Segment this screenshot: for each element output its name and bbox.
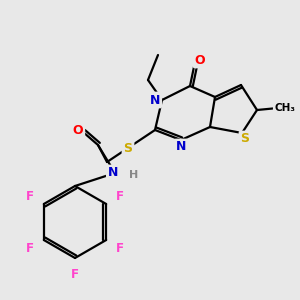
- Text: N: N: [108, 167, 118, 179]
- Text: CH₃: CH₃: [274, 103, 296, 113]
- Text: F: F: [71, 268, 79, 281]
- Text: N: N: [150, 94, 160, 106]
- Text: F: F: [26, 242, 34, 254]
- Text: F: F: [116, 242, 124, 254]
- Text: O: O: [195, 53, 205, 67]
- Text: F: F: [116, 190, 124, 202]
- Text: S: S: [241, 133, 250, 146]
- Text: F: F: [26, 190, 34, 202]
- Text: N: N: [176, 140, 186, 154]
- Text: S: S: [124, 142, 133, 154]
- Text: O: O: [73, 124, 83, 136]
- Text: H: H: [129, 170, 139, 180]
